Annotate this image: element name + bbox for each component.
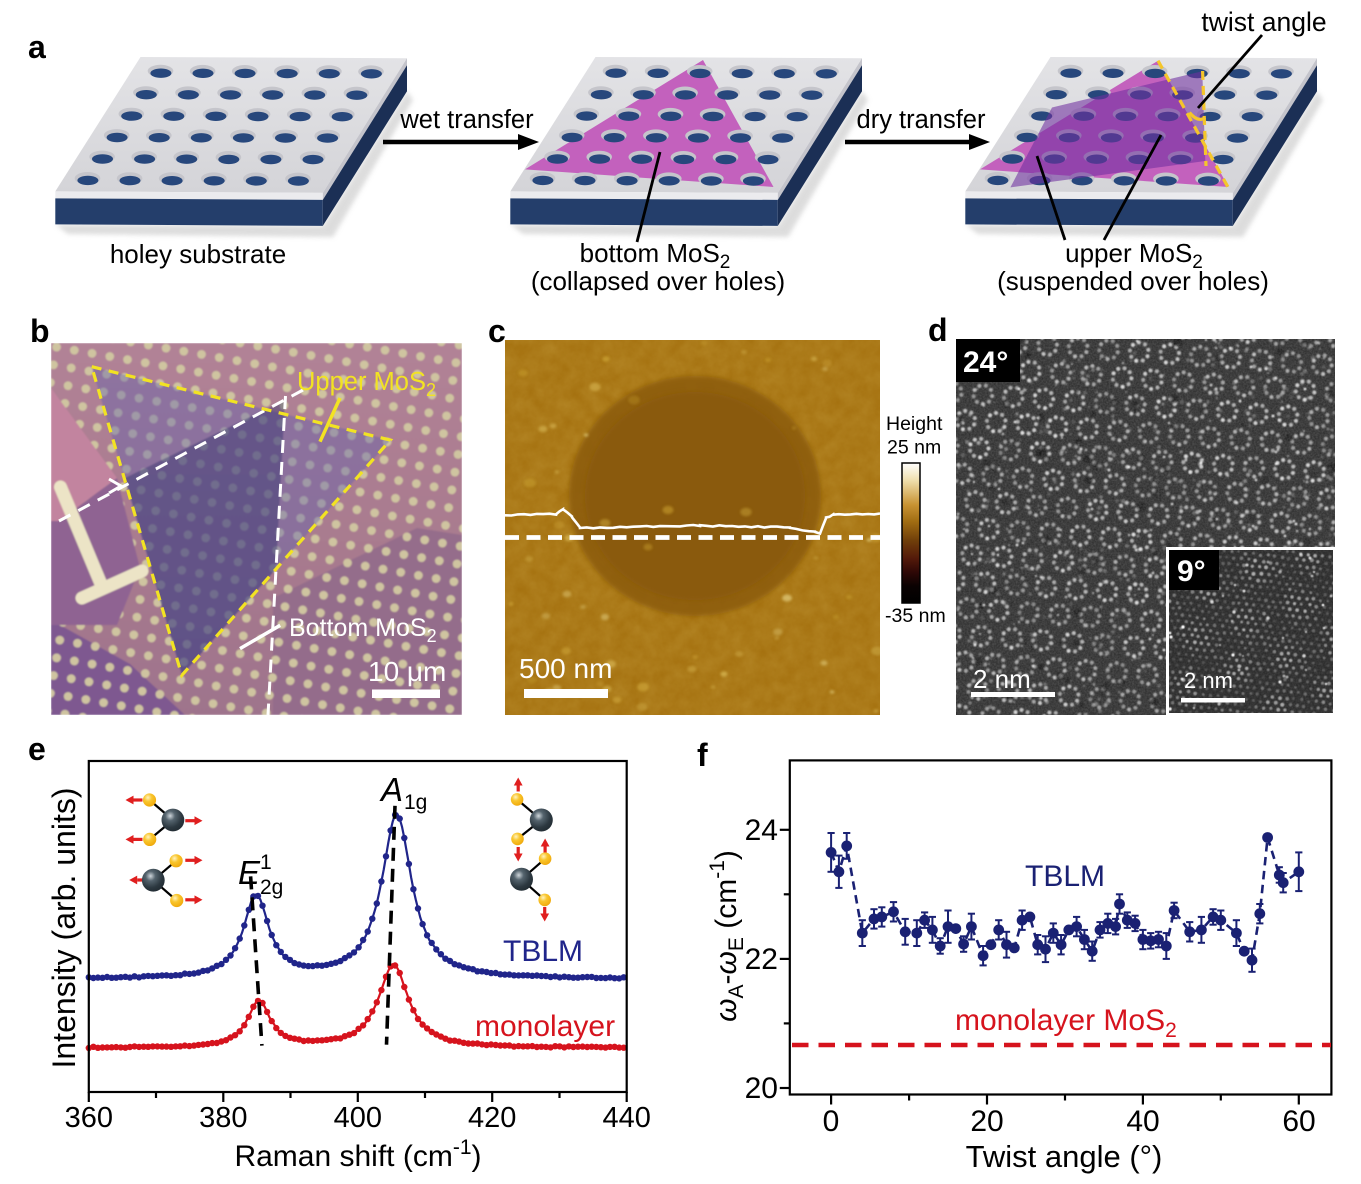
svg-text:d: d bbox=[928, 312, 948, 348]
svg-text:ωA-ωE (cm-1): ωA-ωE (cm-1) bbox=[706, 850, 748, 1022]
svg-text:40: 40 bbox=[1126, 1105, 1159, 1138]
svg-text:c: c bbox=[488, 313, 506, 349]
svg-text:e: e bbox=[28, 731, 46, 767]
svg-text:380: 380 bbox=[199, 1102, 247, 1134]
svg-text:monolayer: monolayer bbox=[475, 1010, 615, 1043]
svg-text:E: E bbox=[238, 854, 261, 891]
svg-text:500 nm: 500 nm bbox=[519, 653, 612, 684]
svg-text:9°: 9° bbox=[1177, 555, 1206, 588]
svg-text:upper MoS2: upper MoS2 bbox=[1065, 238, 1203, 273]
svg-text:bottom MoS2: bottom MoS2 bbox=[580, 238, 731, 273]
svg-text:wet transfer: wet transfer bbox=[399, 106, 534, 134]
svg-text:Upper MoS2: Upper MoS2 bbox=[297, 368, 436, 400]
svg-text:-35 nm: -35 nm bbox=[885, 605, 946, 627]
svg-text:Bottom MoS2: Bottom MoS2 bbox=[289, 614, 437, 646]
svg-text:20: 20 bbox=[745, 1072, 778, 1105]
svg-text:2 nm: 2 nm bbox=[973, 664, 1031, 694]
svg-text:a: a bbox=[28, 29, 46, 65]
svg-text:twist angle: twist angle bbox=[1201, 7, 1326, 37]
svg-text:1g: 1g bbox=[404, 791, 427, 814]
svg-text:(collapsed over holes): (collapsed over holes) bbox=[531, 266, 785, 296]
svg-text:Height: Height bbox=[886, 413, 943, 435]
svg-text:20: 20 bbox=[970, 1105, 1003, 1138]
svg-text:440: 440 bbox=[603, 1102, 651, 1134]
svg-text:b: b bbox=[30, 313, 50, 349]
svg-text:TBLM: TBLM bbox=[503, 935, 583, 968]
svg-text:420: 420 bbox=[468, 1102, 516, 1134]
svg-text:60: 60 bbox=[1282, 1105, 1315, 1138]
svg-text:1: 1 bbox=[260, 851, 272, 874]
svg-text:2 nm: 2 nm bbox=[1184, 668, 1233, 693]
svg-text:0: 0 bbox=[823, 1105, 840, 1138]
svg-text:24°: 24° bbox=[963, 346, 1008, 379]
svg-text:TBLM: TBLM bbox=[1025, 860, 1105, 893]
svg-text:Intensity (arb. units): Intensity (arb. units) bbox=[46, 788, 82, 1069]
svg-text:2g: 2g bbox=[260, 876, 283, 899]
svg-text:360: 360 bbox=[65, 1102, 113, 1134]
svg-text:Raman shift (cm-1): Raman shift (cm-1) bbox=[234, 1136, 481, 1173]
svg-text:24: 24 bbox=[745, 814, 778, 847]
svg-text:monolayer MoS2: monolayer MoS2 bbox=[955, 1004, 1177, 1042]
svg-text:holey substrate: holey substrate bbox=[110, 239, 286, 269]
svg-text:400: 400 bbox=[334, 1102, 382, 1134]
svg-text:f: f bbox=[697, 737, 708, 773]
svg-text:A: A bbox=[379, 771, 403, 808]
svg-text:(suspended over holes): (suspended over holes) bbox=[997, 266, 1269, 296]
svg-text:25 nm: 25 nm bbox=[887, 437, 941, 459]
svg-text:10 μm: 10 μm bbox=[368, 656, 446, 687]
svg-text:dry transfer: dry transfer bbox=[857, 106, 986, 134]
svg-text:22: 22 bbox=[745, 943, 778, 976]
svg-text:Twist angle (°): Twist angle (°) bbox=[966, 1139, 1163, 1174]
